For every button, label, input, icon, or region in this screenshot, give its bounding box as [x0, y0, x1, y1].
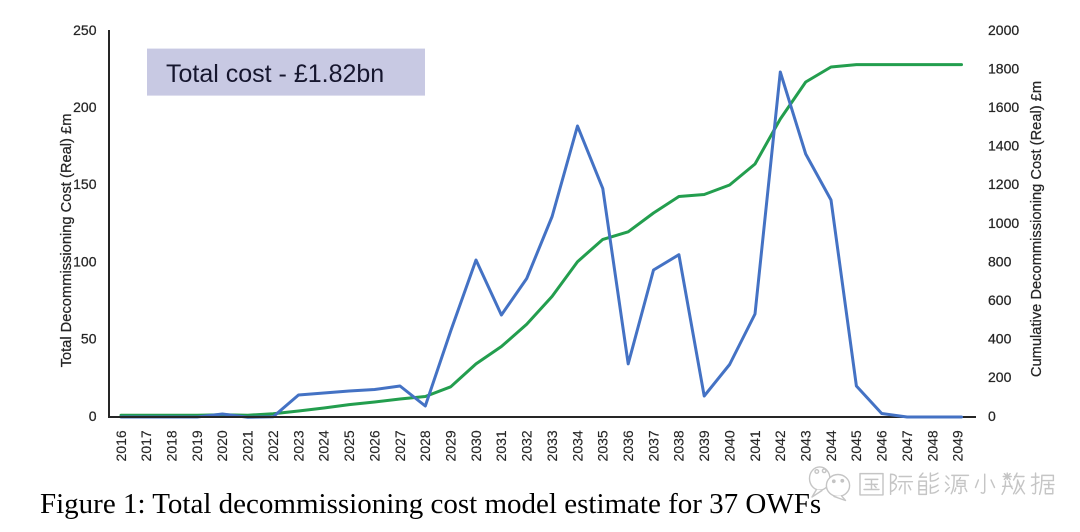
svg-text:Figure 1: Total decommissionin: Figure 1: Total decommissioning cost mod… — [40, 488, 821, 520]
svg-text:2024: 2024 — [316, 430, 332, 461]
svg-text:2027: 2027 — [392, 430, 408, 461]
svg-text:200: 200 — [988, 369, 1012, 385]
svg-text:250: 250 — [73, 22, 97, 38]
svg-text:Total cost - £1.82bn: Total cost - £1.82bn — [166, 60, 384, 88]
svg-text:1000: 1000 — [988, 215, 1019, 231]
svg-text:2033: 2033 — [544, 430, 560, 461]
svg-text:2032: 2032 — [519, 430, 535, 461]
svg-text:2043: 2043 — [798, 430, 814, 461]
svg-text:800: 800 — [988, 253, 1012, 269]
svg-text:Total Decommissioning Cost (Re: Total Decommissioning Cost (Real) £m — [59, 114, 75, 368]
svg-text:2030: 2030 — [468, 430, 484, 461]
svg-text:2017: 2017 — [138, 430, 154, 461]
svg-text:100: 100 — [73, 253, 97, 269]
svg-text:0: 0 — [988, 408, 996, 424]
svg-text:600: 600 — [988, 292, 1012, 308]
svg-text:2026: 2026 — [366, 430, 382, 461]
svg-text:2018: 2018 — [164, 430, 180, 461]
svg-text:2040: 2040 — [721, 430, 737, 461]
svg-text:2036: 2036 — [620, 430, 636, 461]
svg-text:2048: 2048 — [924, 430, 940, 461]
svg-text:2019: 2019 — [189, 430, 205, 461]
svg-text:2042: 2042 — [772, 430, 788, 461]
svg-text:2045: 2045 — [848, 430, 864, 461]
svg-text:2039: 2039 — [696, 430, 712, 461]
svg-text:1600: 1600 — [988, 99, 1019, 115]
svg-text:2037: 2037 — [645, 430, 661, 461]
svg-text:1200: 1200 — [988, 176, 1019, 192]
svg-text:2035: 2035 — [595, 430, 611, 461]
svg-text:Cumulative Decommissioning Cos: Cumulative Decommissioning Cost (Real) £… — [1029, 81, 1045, 377]
svg-text:1400: 1400 — [988, 138, 1019, 154]
svg-text:2031: 2031 — [493, 430, 509, 461]
svg-text:2028: 2028 — [417, 430, 433, 461]
svg-text:2020: 2020 — [214, 430, 230, 461]
svg-text:400: 400 — [988, 331, 1012, 347]
svg-text:2038: 2038 — [671, 430, 687, 461]
svg-text:2049: 2049 — [950, 430, 966, 461]
svg-text:2022: 2022 — [265, 430, 281, 461]
svg-text:1800: 1800 — [988, 60, 1019, 76]
svg-text:2046: 2046 — [874, 430, 890, 461]
svg-text:150: 150 — [73, 176, 97, 192]
svg-text:2047: 2047 — [899, 430, 915, 461]
svg-text:2044: 2044 — [823, 430, 839, 461]
svg-text:2041: 2041 — [747, 430, 763, 461]
svg-text:2029: 2029 — [443, 430, 459, 461]
svg-text:2000: 2000 — [988, 22, 1019, 38]
svg-text:2016: 2016 — [113, 430, 129, 461]
svg-text:0: 0 — [89, 408, 97, 424]
svg-text:2023: 2023 — [290, 430, 306, 461]
svg-text:200: 200 — [73, 99, 97, 115]
svg-text:2021: 2021 — [240, 430, 256, 461]
svg-text:2025: 2025 — [341, 430, 357, 461]
svg-text:2034: 2034 — [569, 430, 585, 461]
svg-text:50: 50 — [81, 331, 97, 347]
